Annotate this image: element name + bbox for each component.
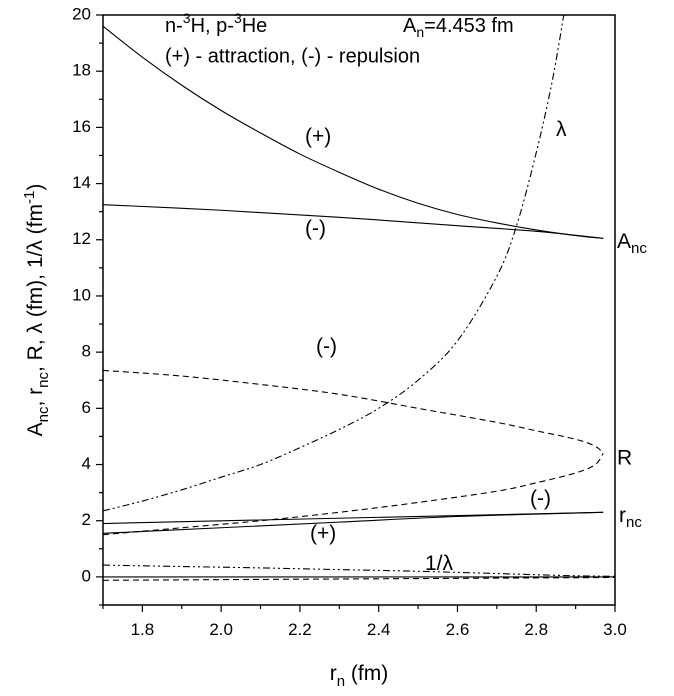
y-tick-label: 0 bbox=[82, 566, 91, 585]
x-tick-label: 2.0 bbox=[209, 620, 233, 639]
annotation-anc-minus: (-) bbox=[305, 217, 326, 240]
legend-an: An=4.453 fm bbox=[403, 15, 514, 39]
x-axis-title: rn (fm) bbox=[330, 662, 389, 690]
legend-signs: (+) - attraction, (-) - repulsion bbox=[165, 45, 420, 67]
y-tick-label: 18 bbox=[72, 61, 91, 80]
curve-label-rnc: rnc bbox=[619, 504, 642, 531]
y-tick-label: 10 bbox=[72, 285, 91, 304]
annotation-rnc-minus: (-) bbox=[530, 487, 551, 510]
y-axis-title: Anc, rnc, R, λ (fm), 1/λ (fm-1) bbox=[21, 184, 52, 437]
curve-label-anc: Anc bbox=[617, 230, 647, 257]
curve-label-r: R bbox=[617, 447, 632, 470]
curve-label-inv-lambda: 1/λ bbox=[425, 552, 454, 575]
series-line-4 bbox=[102, 14, 565, 512]
y-tick-label: 16 bbox=[72, 117, 91, 136]
y-tick-label: 20 bbox=[72, 4, 91, 23]
y-tick-label: 14 bbox=[72, 173, 91, 192]
series-line-rnc-plus bbox=[102, 511, 604, 534]
x-tick-label: 1.8 bbox=[131, 620, 155, 639]
x-tick-label: 2.8 bbox=[524, 620, 548, 639]
y-tick-label: 4 bbox=[82, 454, 91, 473]
x-axis-ticks: 1.8 2.0 2.2 2.4 2.6 2.8 3.0 bbox=[102, 605, 627, 639]
plot-frame bbox=[102, 14, 616, 606]
legend-system: n-3H, p-3He bbox=[165, 10, 267, 38]
y-axis-ticks: 0 2 4 6 8 10 12 14 16 18 20 bbox=[72, 4, 103, 606]
series-line-anc-plus bbox=[102, 25, 604, 239]
series-line-r-plus bbox=[102, 452, 604, 536]
y-tick-label: 2 bbox=[82, 510, 91, 529]
series-line-r-minus bbox=[102, 369, 604, 454]
x-tick-label: 3.0 bbox=[603, 620, 627, 639]
annotation-r-minus: (-) bbox=[316, 335, 337, 358]
y-tick-label: 8 bbox=[82, 342, 91, 361]
annotation-rnc-plus: (+) bbox=[310, 522, 336, 545]
series-line-1 bbox=[102, 564, 616, 577]
plot-lines bbox=[102, 14, 616, 581]
annotation-anc-plus: (+) bbox=[305, 125, 331, 148]
series-line-anc-minus bbox=[102, 204, 604, 239]
x-tick-label: 2.2 bbox=[288, 620, 312, 639]
x-tick-label: 2.6 bbox=[446, 620, 470, 639]
series-line-zero-line-2 bbox=[102, 576, 616, 581]
x-tick-label: 2.4 bbox=[367, 620, 391, 639]
curve-label-lambda: λ bbox=[556, 118, 567, 141]
y-tick-label: 12 bbox=[72, 229, 91, 248]
y-tick-label: 6 bbox=[82, 398, 91, 417]
